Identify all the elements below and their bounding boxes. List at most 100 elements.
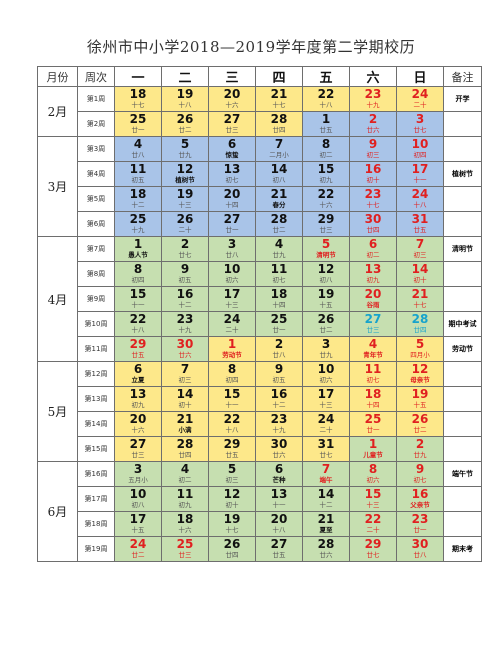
day-number: 19: [411, 387, 429, 401]
week-row: 第8周 8 初四 9 初五 10 初六 11 初七 12 初八 13 初九 14 初十: [38, 261, 482, 287]
day-cell: 22 十八: [302, 86, 350, 112]
day-cell: 9 初五: [161, 261, 209, 287]
day-number: 15: [129, 287, 147, 301]
lunar-date: 廿六: [272, 451, 286, 459]
month-label: 2月: [37, 86, 78, 137]
day-number: 15: [317, 162, 335, 176]
lunar-date: 初五: [178, 276, 192, 284]
lunar-date: 二十: [366, 526, 380, 534]
day-cell: 1 愚人节: [114, 236, 162, 262]
lunar-date: 廿六: [366, 126, 380, 134]
week-label: 第5周: [77, 186, 115, 212]
day-number: 7: [180, 362, 190, 376]
day-number: 3: [321, 337, 331, 351]
day-number: 26: [317, 312, 335, 326]
day-number: 29: [364, 537, 382, 551]
lunar-date: 初三: [178, 376, 192, 384]
week-row: 第2周 25 廿一 26 廿二 27 廿三 28 廿四 1 廿五 2 廿六 3 廿七: [38, 111, 482, 137]
day-number: 30: [176, 337, 194, 351]
day-number: 14: [317, 487, 335, 501]
lunar-date: 十一: [225, 401, 239, 409]
header-row: 月份 周次 一 二 三 四 五 六 日 备注: [37, 66, 482, 87]
day-cell: 13 初九: [114, 386, 162, 412]
day-number: 16: [411, 487, 429, 501]
day-number: 5: [415, 337, 425, 351]
lunar-date: 廿七: [178, 251, 192, 259]
day-cell: 25 廿一: [255, 311, 303, 337]
day-number: 7: [274, 137, 284, 151]
day-number: 2: [415, 437, 425, 451]
lunar-date: 二十: [319, 426, 333, 434]
day-number: 20: [270, 512, 288, 526]
day-number: 13: [270, 487, 288, 501]
day-number: 1: [133, 237, 143, 251]
day-number: 25: [176, 537, 194, 551]
note-cell: [443, 436, 482, 462]
day-cell: 6 立夏: [114, 361, 162, 387]
day-cell: 22 十六: [302, 186, 350, 212]
week-label: 第12周: [77, 361, 115, 387]
lunar-date: 初九: [131, 401, 145, 409]
day-number: 31: [411, 212, 429, 226]
day-cell: 5 初三: [208, 461, 256, 487]
lunar-date: 廿三: [366, 326, 380, 334]
day-number: 2: [180, 237, 190, 251]
day-cell: 3 廿七: [396, 111, 444, 137]
day-number: 18: [176, 512, 194, 526]
day-cell: 20 谷雨: [349, 286, 397, 312]
day-cell: 25 廿三: [161, 536, 209, 562]
lunar-date: 初二: [178, 476, 192, 484]
day-number: 26: [411, 412, 429, 426]
day-cell: 24 二十: [208, 311, 256, 337]
day-cell: 21 夏至: [302, 511, 350, 537]
day-cell: 26 二十: [161, 211, 209, 237]
day-number: 8: [321, 137, 331, 151]
day-cell: 24 廿二: [114, 536, 162, 562]
day-number: 23: [270, 412, 288, 426]
day-number: 3: [133, 462, 143, 476]
day-number: 16: [176, 287, 194, 301]
lunar-date: 初八: [131, 501, 145, 509]
day-cell: 11 初七: [349, 361, 397, 387]
day-cell: 3 廿八: [208, 236, 256, 262]
day-number: 27: [223, 212, 241, 226]
lunar-date: 初八: [319, 276, 333, 284]
day-number: 13: [223, 162, 241, 176]
festival-label: 芒种: [272, 476, 286, 484]
day-number: 24: [317, 412, 335, 426]
day-number: 2: [368, 112, 378, 126]
week-label: 第8周: [77, 261, 115, 287]
day-number: 27: [129, 437, 147, 451]
day-cell: 23 十九: [161, 311, 209, 337]
day-cell: 27 廿三: [349, 311, 397, 337]
day-cell: 5 四月小: [396, 336, 444, 362]
day-cell: 13 初九: [349, 261, 397, 287]
day-number: 2: [274, 337, 284, 351]
day-cell: 1 劳动节: [208, 336, 256, 362]
note-cell: 清明节: [443, 236, 482, 262]
week-row: 3月 第3周 4 廿八 5 廿九 6 惊蛰 7 二月小 8 初二 9 初三 10 初四: [37, 136, 482, 237]
school-calendar-table: 月份 周次 一 二 三 四 五 六 日 备注 2月 第1周 18 十七 19 十八 20 十六…: [37, 66, 482, 562]
day-cell: 15 初九: [302, 161, 350, 187]
lunar-date: 初十: [413, 276, 427, 284]
week-label: 第10周: [77, 311, 115, 337]
day-cell: 2 廿九: [396, 436, 444, 462]
festival-label: 立夏: [131, 376, 145, 384]
day-number: 26: [176, 212, 194, 226]
day-number: 17: [411, 162, 429, 176]
header-day-fri: 五: [302, 66, 350, 87]
day-cell: 5 清明节: [302, 236, 350, 262]
day-number: 22: [129, 312, 147, 326]
festival-label: 惊蛰: [225, 151, 239, 159]
note-cell: [443, 261, 482, 287]
day-number: 4: [180, 462, 190, 476]
week-label: 第15周: [77, 436, 115, 462]
day-number: 28: [317, 537, 335, 551]
festival-label: 父亲节: [410, 501, 430, 509]
note-cell: [443, 386, 482, 412]
day-cell: 28 廿四: [255, 111, 303, 137]
day-cell: 15 十一: [114, 286, 162, 312]
day-cell: 21 小满: [161, 411, 209, 437]
day-cell: 18 十四: [255, 286, 303, 312]
day-cell: 6 芒种: [255, 461, 303, 487]
